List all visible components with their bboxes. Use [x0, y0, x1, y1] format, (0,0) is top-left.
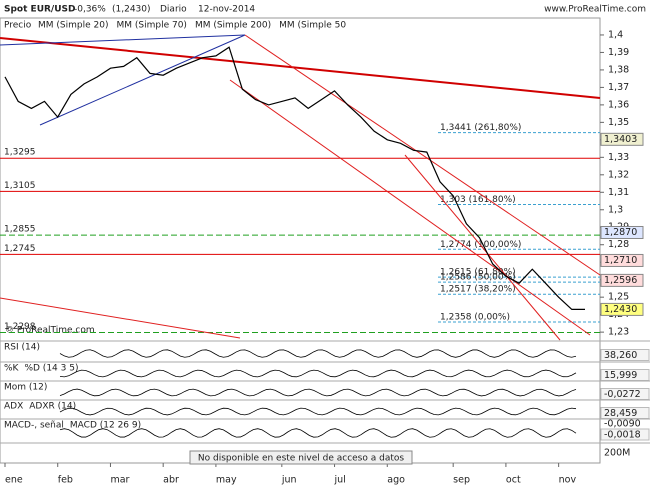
indicator-reading: 38,260: [604, 350, 637, 361]
x-tick-label: may: [216, 475, 237, 486]
level-label: 1,2855: [4, 225, 36, 235]
indicator-line: [59, 388, 577, 397]
indicator-reading: 15,999: [604, 370, 637, 381]
level-label: 1,2298: [4, 322, 36, 332]
title: Spot EUR/USD: [4, 5, 75, 15]
last: (1,2430): [112, 5, 151, 15]
watermark: © ProRealTime.com: [5, 326, 95, 336]
x-tick-label: jun: [281, 475, 297, 486]
source: www.ProRealTime.com: [544, 5, 646, 15]
y-tick-label: 1,3: [608, 204, 623, 215]
price-label: 1,2430: [604, 304, 637, 315]
price-box: [600, 273, 644, 287]
trend-line: [244, 34, 601, 276]
indicator-line: [59, 428, 577, 438]
y-tick-label: 1,39: [608, 47, 629, 58]
indicator-label: %D (14 3 5): [24, 364, 78, 374]
indicator-line: [59, 349, 577, 358]
trend-line: [0, 297, 241, 339]
y-tick-label: 1,31: [608, 187, 629, 198]
price-label: 1,2710: [604, 255, 637, 266]
change: -0,36%: [74, 5, 106, 15]
y-tick-label: 1,33: [608, 152, 629, 163]
volume-label: 200M: [604, 448, 630, 459]
y-tick-label: 1,35: [608, 117, 629, 128]
legend-entry: MM (Simple 200): [195, 21, 271, 31]
price-label: 1,2870: [604, 227, 637, 238]
price-box: [600, 132, 644, 146]
fib-label: 1,2586 (50,00%): [440, 273, 516, 283]
level-label: 1,3295: [4, 148, 36, 158]
y-tick-label: 1,4: [608, 29, 623, 40]
indicator-reading: -0,0090: [604, 419, 641, 430]
fib-label: 1,2517 (38,20%): [440, 285, 516, 295]
fib-label: 1,303 (161,80%): [440, 195, 516, 205]
legend-entry: MM (Simple 70): [116, 21, 186, 31]
note-box: [189, 450, 413, 465]
x-tick-label: nov: [559, 475, 577, 486]
x-tick-label: oct: [506, 475, 521, 486]
indicator-label: ADX: [4, 402, 23, 412]
legend-entry: Precio: [4, 21, 32, 31]
level-label: 1,2745: [4, 244, 36, 254]
reading-box: [600, 428, 650, 441]
y-tick-label: 1,36: [608, 99, 629, 110]
trend-line: [229, 79, 591, 336]
indicator-label: MACD (12 26 9): [70, 421, 141, 431]
date: 12-nov-2014: [198, 5, 255, 15]
reading-box: [600, 349, 650, 361]
level-label: 1,3105: [4, 181, 36, 191]
indicator-label: Mom (12): [4, 383, 47, 393]
y-tick-label: 1,37: [608, 82, 629, 93]
indicator-label: %K: [4, 364, 20, 374]
indicator-line: [59, 407, 577, 416]
x-tick-label: sep: [453, 475, 470, 486]
x-tick-label: ago: [387, 475, 405, 486]
x-tick-label: jul: [334, 475, 346, 486]
price-label: 1,3403: [604, 134, 637, 145]
y-tick-label: 1,32: [608, 169, 629, 180]
indicator-reading: -0,0018: [604, 430, 641, 441]
indicator-label: RSI (14): [4, 343, 40, 353]
price-box: [600, 302, 644, 316]
fib-label: 1,3441 (261,80%): [440, 123, 521, 133]
trend-line: [0, 34, 246, 46]
period: Diario: [160, 5, 187, 15]
indicator-label: MACD-, señal: [4, 421, 64, 431]
fib-label: 1,2358 (0,00%): [440, 312, 510, 322]
y-tick-label: 1,28: [608, 239, 629, 250]
legend-entry: MM (Simple 50: [279, 21, 346, 31]
price-line: [4, 46, 585, 310]
trend-line: [404, 154, 561, 341]
trend-line: [0, 37, 601, 99]
x-tick-label: mar: [110, 475, 129, 486]
legend-entry: MM (Simple 20): [38, 21, 108, 31]
note: No disponible en este nivel de acceso a …: [198, 454, 404, 464]
indicator-label: ADXR (14): [29, 402, 76, 412]
fib-label: 1,2615 (61,80%): [440, 268, 516, 278]
y-tick-label: 1,23: [608, 327, 629, 338]
x-tick-label: ene: [5, 475, 23, 486]
indicator-reading: -0,0272: [604, 389, 641, 400]
trend-line: [39, 34, 246, 126]
indicator-reading: 28,459: [604, 408, 637, 419]
price-label: 1,2596: [604, 275, 637, 286]
price-box: [600, 253, 644, 267]
x-tick-label: feb: [58, 475, 73, 486]
indicator-line: [59, 369, 577, 378]
x-tick-label: abr: [163, 475, 179, 486]
price-box: [600, 225, 644, 239]
y-tick-label: 1,38: [608, 64, 629, 75]
y-tick-label: 1,25: [608, 292, 629, 303]
